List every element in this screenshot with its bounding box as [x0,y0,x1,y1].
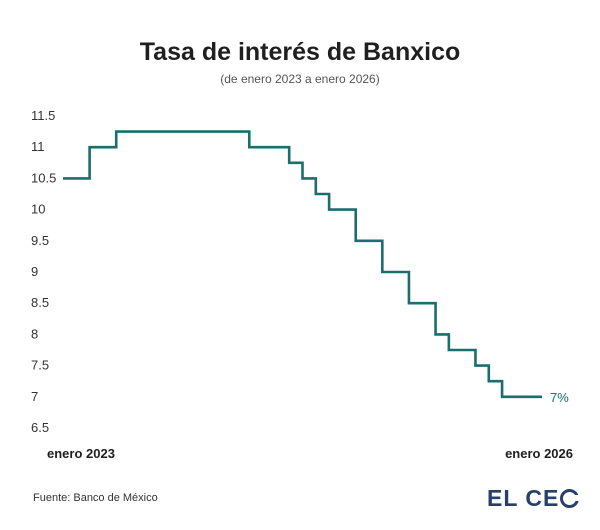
x-axis-ticks: enero 2023 enero 2026 [47,446,573,461]
logo-o-icon [560,489,581,508]
y-tick-label: 11 [31,139,45,154]
series-group: 7% [63,130,569,405]
x-tick-label: enero 2026 [505,446,573,461]
y-tick-label: 7.5 [31,358,49,373]
rate-chart: 11.5 11 10.5 10 9.5 9 8.5 8 7.5 7 6.5 7% enero 202… [31,108,573,461]
y-axis-ticks: 11.5 11 10.5 10 9.5 9 8.5 8 7.5 7 6.5 [31,108,56,435]
y-tick-label: 10.5 [31,170,56,185]
y-tick-label: 11.5 [31,108,55,123]
y-tick-label: 7 [31,389,38,404]
y-tick-label: 6.5 [31,420,49,435]
y-tick-label: 9.5 [31,233,49,248]
x-tick-label: enero 2023 [47,446,115,461]
source-note: Fuente: Banco de México [33,492,158,504]
rate-step-line [63,130,542,399]
brand-logo: EL CE [487,485,581,512]
y-tick-label: 8.5 [31,295,49,310]
chart-title: Tasa de interés de Banxico [139,38,461,66]
y-tick-label: 9 [31,264,38,279]
y-tick-label: 10 [31,202,45,217]
end-value-label: 7% [550,390,569,405]
chart-subtitle: (de enero 2023 a enero 2026) [220,72,380,86]
y-tick-label: 8 [31,326,38,341]
